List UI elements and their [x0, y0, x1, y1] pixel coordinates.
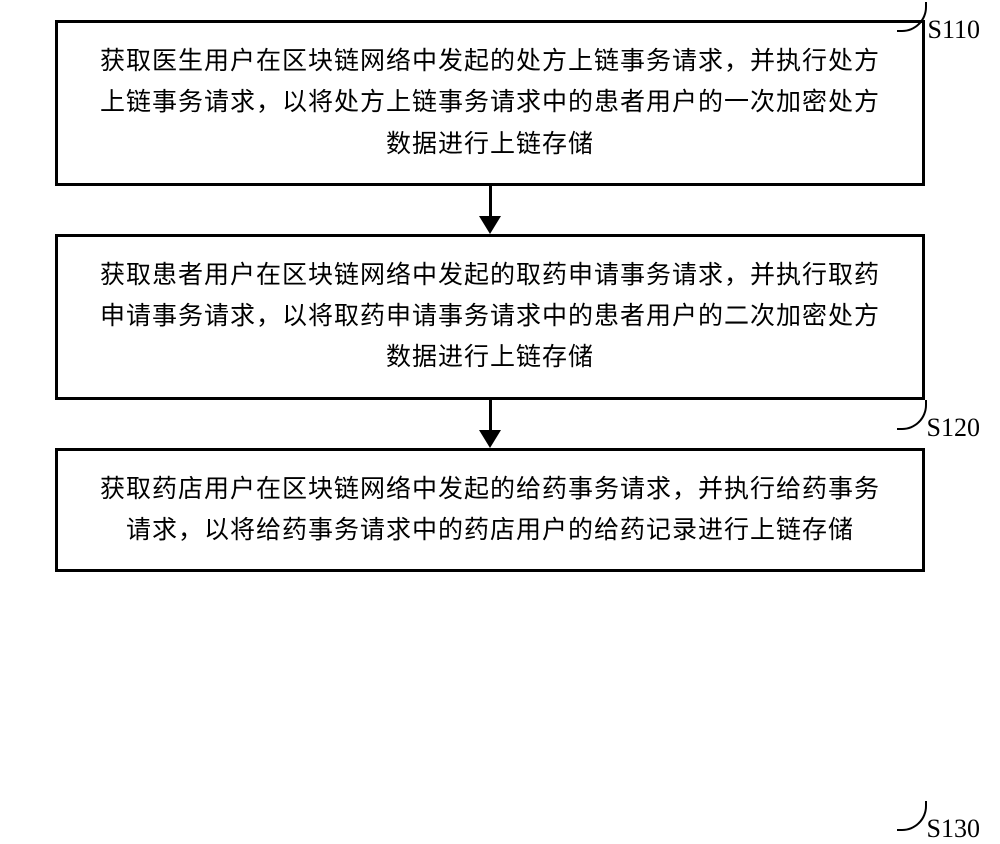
step-2-text: 获取患者用户在区块链网络中发起的取药申请事务请求，并执行取药申请事务请求，以将取…: [100, 262, 880, 372]
arrow-1: [55, 186, 925, 234]
flowchart-container: S110 获取医生用户在区块链网络中发起的处方上链事务请求，并执行处方上链事务请…: [55, 20, 925, 572]
step-1-wrapper: S110 获取医生用户在区块链网络中发起的处方上链事务请求，并执行处方上链事务请…: [55, 20, 925, 186]
step-1-text: 获取医生用户在区块链网络中发起的处方上链事务请求，并执行处方上链事务请求，以将处…: [100, 48, 880, 158]
step-2-label: S120: [927, 413, 980, 443]
arrow-2: [55, 400, 925, 448]
arrow-2-line: [489, 400, 492, 430]
step-2-box: 获取患者用户在区块链网络中发起的取药申请事务请求，并执行取药申请事务请求，以将取…: [55, 234, 925, 400]
step-3-label: S130: [927, 814, 980, 844]
arrow-1-head: [479, 216, 501, 234]
step-2-wrapper: S120 获取患者用户在区块链网络中发起的取药申请事务请求，并执行取药申请事务请…: [55, 234, 925, 400]
arrow-2-head: [479, 430, 501, 448]
step-3-box: 获取药店用户在区块链网络中发起的给药事务请求，并执行给药事务请求，以将给药事务请…: [55, 448, 925, 573]
step-1-label: S110: [928, 15, 981, 45]
step-3-text: 获取药店用户在区块链网络中发起的给药事务请求，并执行给药事务请求，以将给药事务请…: [100, 476, 880, 544]
step-3-wrapper: S130 获取药店用户在区块链网络中发起的给药事务请求，并执行给药事务请求，以将…: [55, 448, 925, 573]
step-1-box: 获取医生用户在区块链网络中发起的处方上链事务请求，并执行处方上链事务请求，以将处…: [55, 20, 925, 186]
label-connector-3: [897, 801, 927, 831]
arrow-1-line: [489, 186, 492, 216]
